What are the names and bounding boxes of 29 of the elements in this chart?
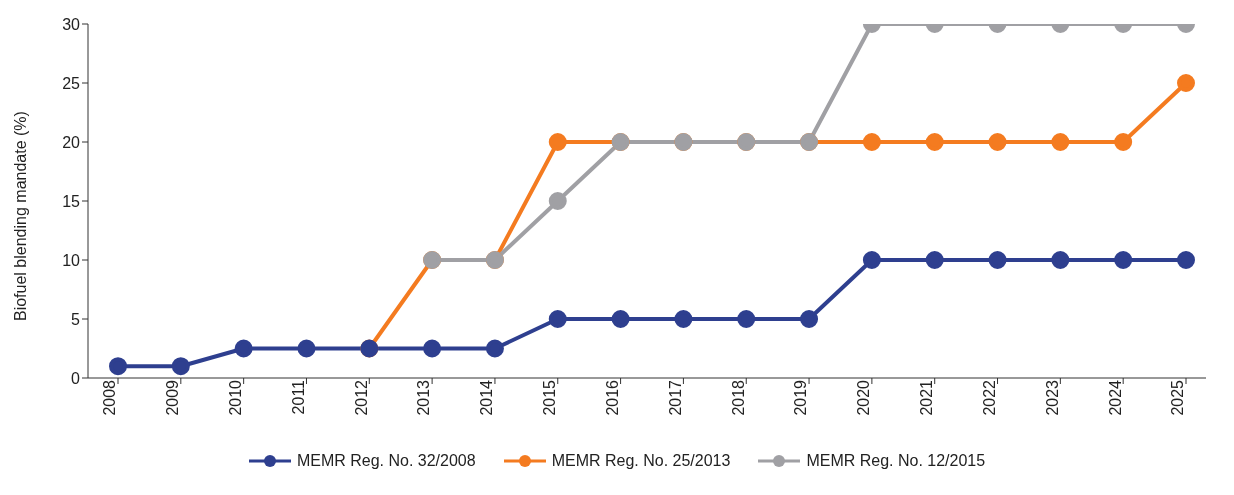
x-tick-label: 2009 bbox=[164, 379, 182, 416]
y-tick-label: 10 bbox=[62, 251, 81, 269]
x-tick-label: 2023 bbox=[1043, 379, 1061, 416]
legend-label: MEMR Reg. No. 25/2013 bbox=[551, 452, 731, 470]
x-tick-label: 2014 bbox=[478, 379, 496, 416]
x-tick-label: 2021 bbox=[918, 379, 936, 416]
y-tick-label: 25 bbox=[62, 74, 81, 92]
x-tick-label: 2017 bbox=[666, 379, 684, 416]
y-axis-title: Biofuel blending mandate (%) bbox=[11, 111, 29, 321]
y-tick-label: 5 bbox=[71, 310, 81, 328]
y-tick-label: 30 bbox=[62, 15, 81, 33]
x-tick-label: 2022 bbox=[980, 379, 998, 416]
x-tick-label: 2012 bbox=[352, 379, 370, 416]
x-tick-label: 2024 bbox=[1106, 379, 1124, 416]
x-tick-label: 2016 bbox=[603, 379, 621, 416]
y-tick-label: 15 bbox=[62, 192, 81, 210]
x-tick-label: 2018 bbox=[729, 379, 747, 416]
legend-label: MEMR Reg. No. 12/2015 bbox=[806, 452, 986, 470]
x-tick-label: 2015 bbox=[541, 379, 559, 416]
x-tick-label: 2019 bbox=[792, 379, 810, 416]
y-tick-label: 20 bbox=[62, 133, 81, 151]
x-tick-label: 2010 bbox=[227, 379, 245, 416]
x-tick-label: 2020 bbox=[855, 379, 873, 416]
x-tick-label: 2025 bbox=[1169, 379, 1187, 416]
x-tick-label: 2008 bbox=[101, 379, 119, 416]
x-tick-label: 2013 bbox=[415, 379, 433, 416]
legend-label: MEMR Reg. No. 32/2008 bbox=[296, 452, 476, 470]
y-tick-label: 0 bbox=[71, 369, 81, 387]
x-tick-label: 2011 bbox=[289, 379, 307, 415]
